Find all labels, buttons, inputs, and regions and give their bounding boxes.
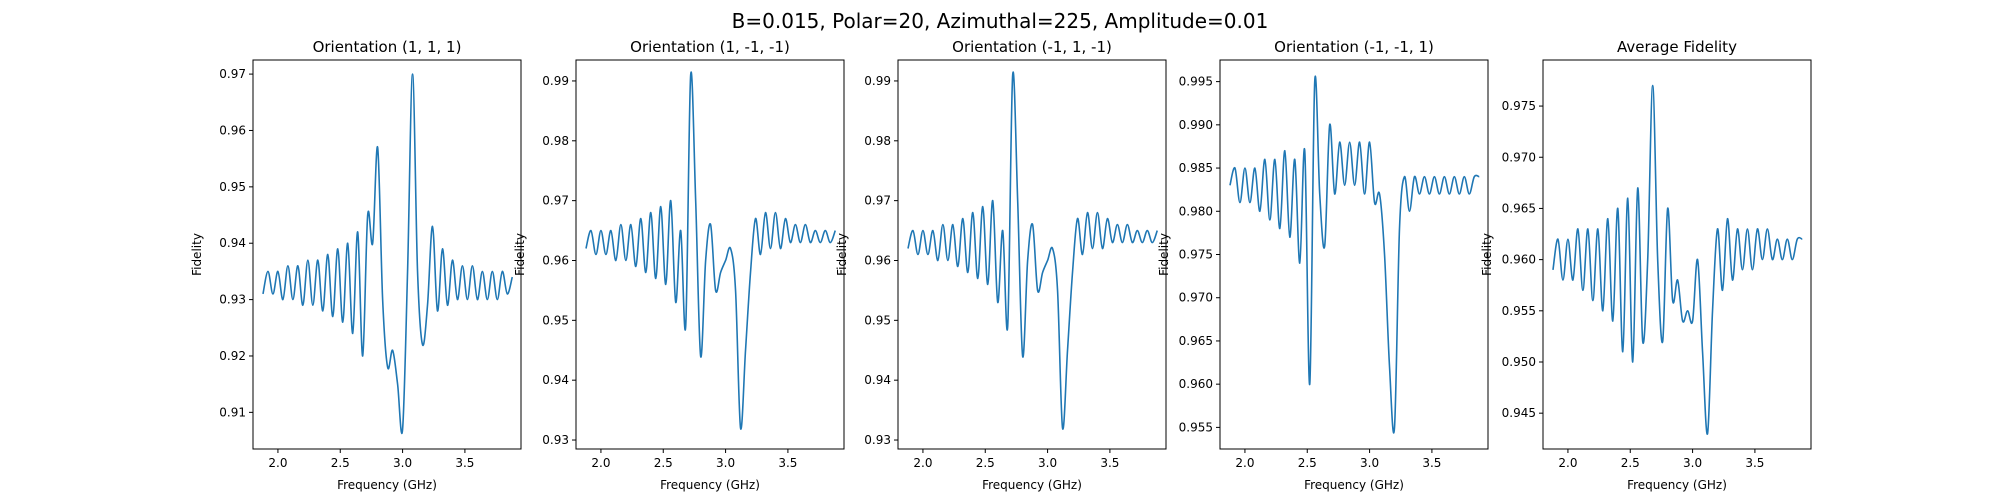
fidelity-line — [907, 71, 1159, 430]
y-tick-label: 0.99 — [542, 74, 569, 88]
plot-frame — [897, 59, 1167, 450]
subplot-title: Orientation (-1, 1, -1) — [952, 38, 1112, 56]
y-tick-label: 0.94 — [542, 373, 569, 387]
x-tick-label: 2.5 — [976, 456, 995, 470]
x-tick-label: 2.5 — [1621, 456, 1640, 470]
y-tick-label: 0.97 — [864, 194, 891, 208]
fidelity-line — [1229, 75, 1480, 434]
y-tick-label: 0.99 — [864, 74, 891, 88]
y-tick-label: 0.960 — [1502, 253, 1536, 267]
plot-frame — [575, 59, 845, 450]
fidelity-line — [585, 71, 837, 430]
y-tick-label: 0.96 — [542, 253, 569, 267]
y-tick-label: 0.985 — [1179, 161, 1213, 175]
y-tick-label: 0.95 — [864, 313, 891, 327]
y-tick-label: 0.97 — [542, 194, 569, 208]
y-tick-label: 0.990 — [1179, 118, 1213, 132]
subplot-grid: Orientation (1, 1, 1) 2.0 2.5 3.0 3.5 0.91 0.9… — [190, 38, 1812, 492]
y-tick-label: 0.950 — [1502, 355, 1536, 369]
y-tick-label: 0.94 — [864, 373, 891, 387]
figure-suptitle: B=0.015, Polar=20, Azimuthal=225, Amplit… — [732, 9, 1269, 33]
x-axis-label: Frequency (GHz) — [1304, 478, 1404, 492]
subplot-title: Orientation (-1, -1, 1) — [1274, 38, 1434, 56]
x-tick-label: 2.5 — [331, 456, 350, 470]
y-axis-label: Fidelity — [190, 233, 204, 276]
y-axis-label: Fidelity — [1480, 233, 1494, 276]
x-tick-label: 3.0 — [1038, 456, 1057, 470]
x-tick-label: 3.5 — [455, 456, 474, 470]
x-tick-label: 3.0 — [1683, 456, 1702, 470]
subplot-title: Orientation (1, 1, 1) — [313, 38, 462, 56]
x-tick-label: 2.5 — [654, 456, 673, 470]
y-tick-label: 0.93 — [219, 293, 246, 307]
y-tick-label: 0.975 — [1502, 99, 1536, 113]
x-axis-label: Frequency (GHz) — [660, 478, 760, 492]
y-tick-label: 0.91 — [219, 405, 246, 419]
x-tick-label: 3.5 — [1422, 456, 1441, 470]
y-tick-label: 0.995 — [1179, 75, 1213, 89]
y-tick-label: 0.96 — [219, 123, 246, 137]
y-tick-label: 0.97 — [219, 67, 246, 81]
y-axis-label: Fidelity — [513, 233, 527, 276]
x-axis-label: Frequency (GHz) — [337, 478, 437, 492]
x-tick-label: 2.0 — [1235, 456, 1254, 470]
x-tick-label: 3.0 — [393, 456, 412, 470]
x-tick-label: 3.5 — [778, 456, 797, 470]
y-tick-label: 0.93 — [864, 433, 891, 447]
y-tick-label: 0.94 — [219, 236, 246, 250]
fidelity-line — [1552, 84, 1803, 435]
y-tick-label: 0.96 — [864, 253, 891, 267]
y-tick-label: 0.92 — [219, 349, 246, 363]
y-axis-label: Fidelity — [835, 233, 849, 276]
y-tick-label: 0.955 — [1502, 304, 1536, 318]
x-axis-label: Frequency (GHz) — [1627, 478, 1727, 492]
plot-frame — [1542, 59, 1812, 450]
x-tick-label: 2.0 — [1558, 456, 1577, 470]
y-tick-label: 0.945 — [1502, 406, 1536, 420]
subplot-5: Average Fidelity 2.0 2.5 3.0 3.5 0.945 0.950 0.… — [1480, 38, 1812, 492]
subplot-1: Orientation (1, 1, 1) 2.0 2.5 3.0 3.5 0.91 0.9… — [190, 38, 522, 492]
subplot-title: Average Fidelity — [1617, 38, 1737, 56]
y-tick-label: 0.955 — [1179, 420, 1213, 434]
y-tick-label: 0.970 — [1179, 291, 1213, 305]
y-tick-label: 0.95 — [219, 180, 246, 194]
x-tick-label: 2.0 — [268, 456, 287, 470]
y-tick-label: 0.975 — [1179, 248, 1213, 262]
y-axis-label: Fidelity — [1157, 233, 1171, 276]
y-tick-label: 0.95 — [542, 313, 569, 327]
plot-frame — [252, 59, 522, 450]
x-tick-label: 2.5 — [1298, 456, 1317, 470]
y-tick-label: 0.965 — [1179, 334, 1213, 348]
x-axis-label: Frequency (GHz) — [982, 478, 1082, 492]
y-tick-label: 0.960 — [1179, 377, 1213, 391]
subplot-2: Orientation (1, -1, -1) 2.0 2.5 3.0 3.5 0.93 0… — [513, 38, 845, 492]
y-tick-label: 0.98 — [864, 134, 891, 148]
y-tick-label: 0.970 — [1502, 150, 1536, 164]
y-tick-label: 0.93 — [542, 433, 569, 447]
x-tick-label: 3.5 — [1745, 456, 1764, 470]
y-tick-label: 0.965 — [1502, 201, 1536, 215]
y-tick-label: 0.98 — [542, 134, 569, 148]
x-tick-label: 2.0 — [591, 456, 610, 470]
x-tick-label: 3.0 — [716, 456, 735, 470]
subplot-3: Orientation (-1, 1, -1) 2.0 2.5 3.0 3.5 0.93 0… — [835, 38, 1167, 492]
y-tick-label: 0.980 — [1179, 204, 1213, 218]
fidelity-line — [262, 73, 514, 434]
plot-frame — [1219, 59, 1489, 450]
subplot-title: Orientation (1, -1, -1) — [630, 38, 790, 56]
x-tick-label: 3.0 — [1360, 456, 1379, 470]
x-tick-label: 3.5 — [1100, 456, 1119, 470]
x-tick-label: 2.0 — [913, 456, 932, 470]
subplot-4: Orientation (-1, -1, 1) 2.0 2.5 3.0 3.5 0.955… — [1157, 38, 1489, 492]
